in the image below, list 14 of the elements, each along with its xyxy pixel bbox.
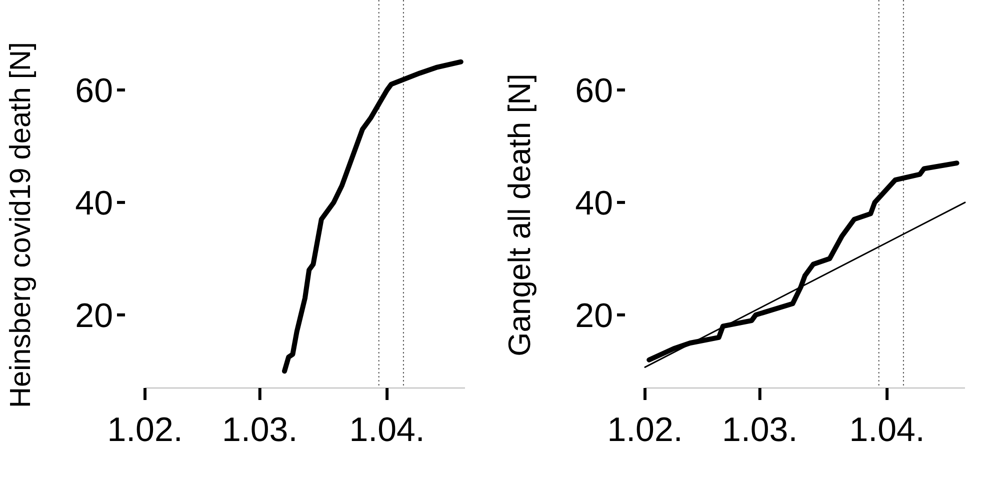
x-tick-label: 1.02. xyxy=(607,411,683,449)
y-tick-label: 40 xyxy=(75,184,113,222)
y-tick-label: 40 xyxy=(575,184,613,222)
x-tick-label: 1.02. xyxy=(107,411,183,449)
y-tick-label: 20 xyxy=(575,296,613,335)
y-axis-title: Gangelt all death [N] xyxy=(502,74,537,356)
x-tick-label: 1.03. xyxy=(722,411,798,449)
y-tick-label: 60 xyxy=(575,72,613,110)
x-tick-label: 1.04. xyxy=(349,411,425,449)
x-tick-label: 1.04. xyxy=(849,411,925,449)
y-tick-label: 60 xyxy=(75,72,113,110)
y-tick-label: 20 xyxy=(75,296,113,335)
x-tick-label: 1.03. xyxy=(222,411,298,449)
y-axis-title: Heinsberg covid19 death [N] xyxy=(5,42,37,408)
